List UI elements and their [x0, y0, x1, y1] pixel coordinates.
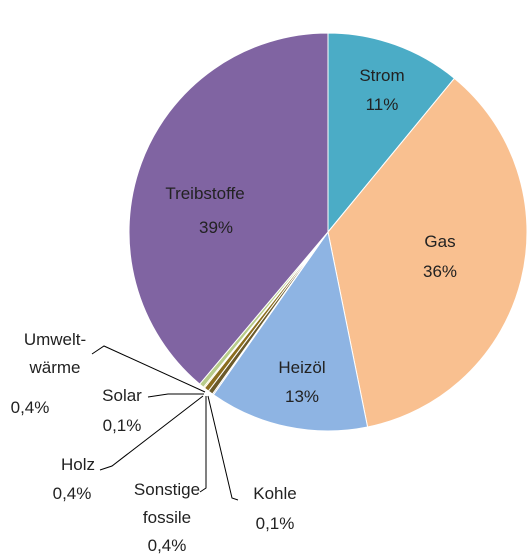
- slice: [327, 77, 528, 428]
- slice: [128, 32, 329, 385]
- category-label: Kohle: [253, 484, 297, 503]
- category-label: Sonstige fossile: [133, 480, 201, 527]
- category-label: Treibstoffe: [165, 184, 245, 203]
- value-label: 0,1%: [102, 416, 142, 435]
- leader-line: [207, 395, 239, 501]
- value-label: 39%: [198, 218, 234, 237]
- category-label: Gas: [424, 232, 456, 251]
- leader-lines: [91, 345, 239, 501]
- category-label: Strom: [359, 66, 405, 85]
- value-label: 11%: [365, 95, 399, 114]
- category-label: Holz: [60, 455, 96, 474]
- value-label: 36%: [422, 262, 458, 281]
- category-label: Heizöl: [278, 358, 326, 377]
- leader-line: [147, 393, 204, 398]
- value-label: 0,4%: [147, 536, 187, 555]
- leader-line: [99, 395, 204, 471]
- leader-line: [199, 396, 207, 493]
- value-label: 0,4%: [10, 398, 50, 417]
- value-label: 0,1%: [255, 514, 295, 533]
- slice: [212, 230, 369, 432]
- leader-line: [91, 345, 206, 393]
- slice: [327, 32, 456, 234]
- category-label: Solar: [102, 386, 142, 405]
- value-label: 0,4%: [52, 484, 92, 503]
- category-label: Umwelt- wärme: [23, 330, 87, 377]
- value-label: 13%: [284, 387, 320, 406]
- slices: [128, 32, 528, 432]
